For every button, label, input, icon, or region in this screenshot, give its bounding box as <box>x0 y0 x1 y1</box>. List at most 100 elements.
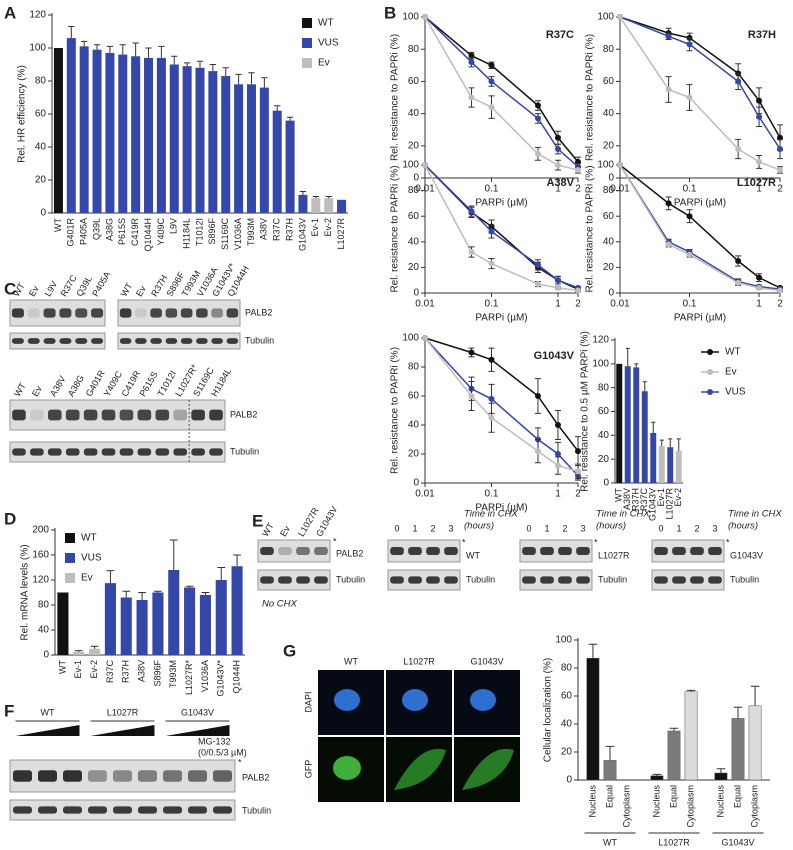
error-bar <box>169 539 178 570</box>
series-label: Equal <box>732 785 742 808</box>
y-tick-label: 40 <box>35 142 47 153</box>
x-tick-label: 0.01 <box>415 489 435 500</box>
y-tick-label: 40 <box>598 430 610 441</box>
y-axis-label: Rel. resistance to PAPRi (%) <box>585 34 596 161</box>
point <box>686 41 693 48</box>
variant-label: L1027R <box>598 550 630 560</box>
bar <box>73 651 85 655</box>
legend-label: VUS <box>725 387 746 398</box>
x-tick-label: Ev-1 <box>310 218 320 237</box>
panel-letter: F <box>4 701 14 720</box>
x-tick-label: 0.1 <box>683 299 697 310</box>
x-tick-label: L1027R* <box>184 660 194 696</box>
bar <box>184 587 196 655</box>
point <box>468 59 475 66</box>
time-label: 1 <box>676 523 681 533</box>
blot <box>651 539 725 563</box>
y-axis-label: Rel. HR efficiency (%) <box>17 65 28 163</box>
blot-band <box>196 308 208 318</box>
bar <box>182 66 192 214</box>
blot-band <box>191 409 205 421</box>
y-tick-label: 20 <box>603 140 615 151</box>
time-label: 2 <box>562 523 567 533</box>
blot-band <box>211 338 223 344</box>
x-tick-label: Ev-1 <box>73 660 83 679</box>
point <box>575 166 581 173</box>
lane-label: L9V <box>43 279 60 298</box>
x-tick-label: G1043V <box>297 218 307 251</box>
series-line <box>424 164 579 289</box>
nucleus <box>402 689 428 711</box>
blot-band <box>83 448 98 456</box>
bar <box>624 366 631 483</box>
legend-swatch <box>302 58 312 68</box>
bar <box>199 595 211 655</box>
bar <box>208 71 218 213</box>
x-tick-label: P405A <box>79 218 89 245</box>
bar <box>92 49 102 214</box>
blot-band <box>314 547 328 555</box>
x-tick-label: 2 <box>777 184 783 195</box>
asterisk: * <box>594 537 598 547</box>
point <box>554 146 561 153</box>
blot-band <box>314 576 328 584</box>
blot-band <box>196 338 208 344</box>
error-bar <box>93 44 101 50</box>
bar <box>731 718 745 781</box>
x-tick-label: L1027R <box>336 218 346 250</box>
error-bar <box>676 438 681 451</box>
x-tick-label: WT <box>614 488 624 502</box>
point <box>756 113 763 120</box>
blot-band <box>690 576 704 584</box>
blot-band <box>173 448 188 456</box>
y-tick-label: 120 <box>32 575 49 586</box>
blot-band <box>188 806 207 814</box>
point <box>468 249 475 256</box>
blot-band <box>558 547 572 555</box>
blot <box>257 569 331 591</box>
x-tick-label: 1 <box>756 299 762 310</box>
series-line <box>424 164 579 292</box>
y-tick-label: 40 <box>38 625 50 636</box>
blot-band <box>213 806 232 814</box>
y-tick-label: 40 <box>408 108 420 119</box>
legend-label: WT <box>318 18 334 29</box>
x-tick-label: S896F <box>207 218 217 245</box>
time-title: Time in CHX <box>596 509 650 520</box>
protein-label: Tubulin <box>245 335 274 345</box>
blot-band <box>155 448 170 456</box>
y-axis-label: Cellular localization (%) <box>543 658 554 762</box>
error-bar <box>588 643 598 659</box>
point <box>534 115 541 122</box>
error-bar <box>642 381 647 392</box>
y-tick-label: 80 <box>38 600 50 611</box>
error-bar <box>286 116 294 121</box>
blot <box>9 441 226 463</box>
x-tick-label: T993M <box>168 660 178 688</box>
blot-band <box>101 448 116 456</box>
group-label: G1043V <box>181 707 214 717</box>
asterisk: * <box>238 757 242 767</box>
blot-band <box>137 448 152 456</box>
point <box>554 134 561 141</box>
point <box>554 277 561 284</box>
error-bar <box>145 47 152 58</box>
point <box>534 281 541 288</box>
point <box>756 97 763 104</box>
y-tick-label: 100 <box>597 160 614 171</box>
x-tick-label: WT <box>57 660 67 674</box>
y-tick-label: 100 <box>402 12 419 23</box>
y-axis-label: Rel. resistance to PAPRi (%) <box>390 347 401 474</box>
time-label: 3 <box>580 523 585 533</box>
y-tick-label: 40 <box>603 236 615 247</box>
blot-band <box>12 409 26 421</box>
blot-band <box>27 308 40 318</box>
error-bar <box>235 73 242 85</box>
point <box>488 414 495 421</box>
blot-band <box>47 409 62 421</box>
blot-band <box>209 448 223 456</box>
y-tick-label: 40 <box>561 719 573 730</box>
y-tick-label: 0 <box>43 650 49 661</box>
point <box>534 150 541 157</box>
